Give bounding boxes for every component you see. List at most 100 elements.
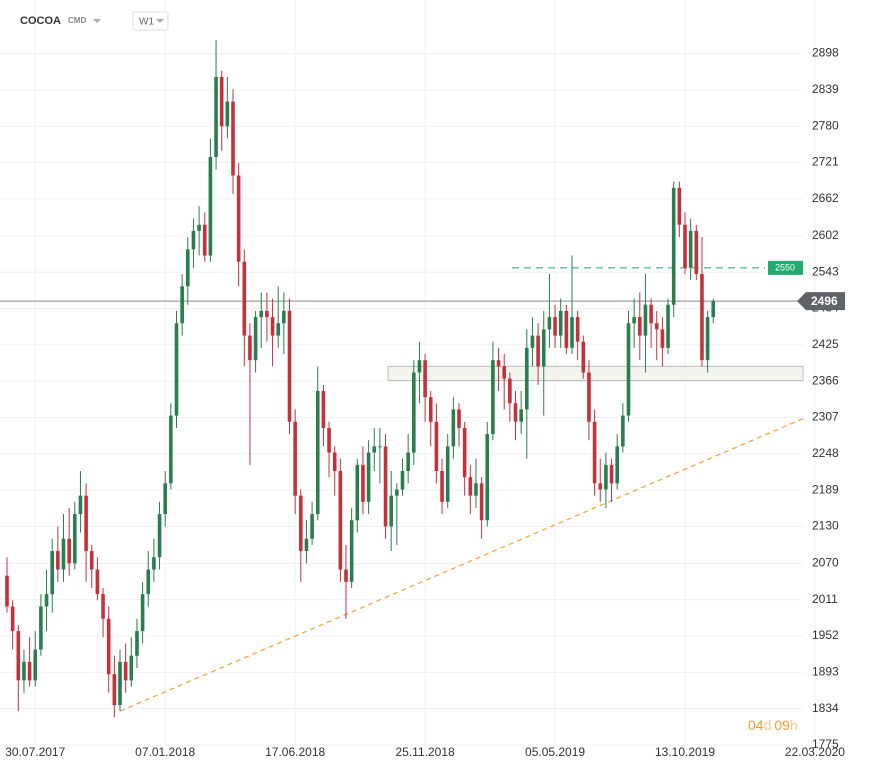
candle-body (671, 187, 676, 305)
candle-body (50, 551, 54, 595)
y-tick-label: 2248 (812, 446, 839, 460)
dropdown-arrow[interactable] (93, 19, 101, 23)
candle-body (536, 335, 540, 367)
y-tick-label: 2425 (812, 337, 839, 351)
candle-body (361, 464, 365, 502)
candle-body (146, 569, 151, 595)
candle-body (592, 421, 597, 484)
candle-body (152, 557, 156, 570)
candle-body (508, 378, 512, 404)
candle-body (598, 483, 603, 490)
y-tick-label: 2602 (812, 228, 839, 242)
candle-body (643, 304, 648, 336)
candle-body (22, 661, 26, 681)
candle-body (236, 175, 241, 262)
candle-body (287, 310, 292, 422)
candle-body (575, 317, 580, 342)
y-tick-label: 2839 (812, 82, 839, 96)
candle-body (197, 224, 201, 231)
candle-body (315, 390, 320, 515)
candle-body (711, 301, 716, 318)
interval-button[interactable] (132, 11, 169, 31)
candle-body (491, 360, 495, 435)
candle-body (530, 335, 535, 348)
candle-body (479, 483, 484, 521)
candle-body (338, 471, 343, 570)
y-tick-label: 2070 (812, 556, 839, 570)
candle-body (180, 286, 184, 324)
candle-body (242, 261, 247, 336)
candle-body (321, 390, 326, 428)
candle-body (61, 538, 66, 570)
candle-body (44, 594, 49, 607)
candle-body (39, 606, 43, 650)
candle-body (632, 317, 636, 324)
candle-body (112, 674, 117, 705)
candle-body (462, 427, 467, 478)
candle-body (400, 471, 405, 490)
candle-body (406, 452, 410, 472)
candle-body (688, 230, 693, 268)
y-tick-label: 2307 (812, 410, 839, 424)
candle-body (33, 649, 38, 681)
candle-body (270, 317, 275, 336)
candle-body (440, 471, 444, 502)
candle-body (615, 446, 619, 484)
candle-body (502, 366, 506, 379)
candle-body (513, 403, 518, 422)
candle-body (445, 446, 450, 502)
y-tick-label: 1952 (812, 628, 839, 642)
candle-body (626, 323, 631, 416)
candle-body (123, 661, 128, 681)
candle-body (604, 464, 608, 490)
x-tick-label: 05.05.2019 (525, 745, 585, 759)
candle-body (694, 230, 699, 274)
y-tick-label: 2011 (812, 592, 838, 606)
candle-body (202, 224, 207, 256)
candle-body (219, 76, 224, 127)
candle-body (282, 310, 286, 324)
source-label[interactable]: CMD (68, 16, 86, 25)
y-tick-label: 2898 (812, 46, 839, 60)
y-tick-label: 1893 (812, 665, 839, 679)
candle-body (95, 569, 100, 595)
x-tick-label: 25.11.2018 (396, 745, 455, 759)
dropdown-arrow[interactable] (156, 19, 164, 23)
candle-body (265, 310, 269, 318)
last-price-tag (797, 292, 845, 311)
x-tick-label: 17.06.2018 (265, 745, 325, 759)
candle-body (84, 495, 88, 552)
plot-area (0, 40, 804, 718)
x-tick-label: 13.10.2019 (655, 745, 715, 759)
x-tick-label: 30.07.2017 (5, 745, 65, 759)
candle-body (186, 249, 190, 287)
candle-body (519, 409, 523, 422)
countdown-hours-unit: h (790, 717, 798, 733)
candle-body (73, 514, 77, 564)
candle-body (558, 310, 563, 336)
x-tick-label: 07.01.2018 (135, 745, 195, 759)
candle-body (310, 514, 314, 539)
candle-body (89, 551, 94, 570)
candle-body (638, 317, 642, 336)
interval-label[interactable]: W1 (139, 17, 154, 28)
candle-body (56, 551, 60, 570)
candle-body (412, 372, 416, 453)
candle-body (378, 446, 382, 448)
candle-body (225, 101, 230, 127)
candle-body (135, 631, 139, 656)
y-tick-label: 2130 (812, 519, 839, 533)
candle-body (570, 317, 574, 348)
candle-body (649, 304, 653, 324)
candle-body (276, 323, 280, 336)
candle-body (541, 329, 546, 367)
candle-body (67, 538, 71, 564)
countdown-days: 04 (748, 717, 764, 733)
candle-body (304, 538, 309, 552)
y-tick-label: 2189 (812, 482, 839, 496)
candle-body (5, 575, 9, 607)
candle-body (253, 317, 258, 361)
candle-body (293, 421, 297, 496)
